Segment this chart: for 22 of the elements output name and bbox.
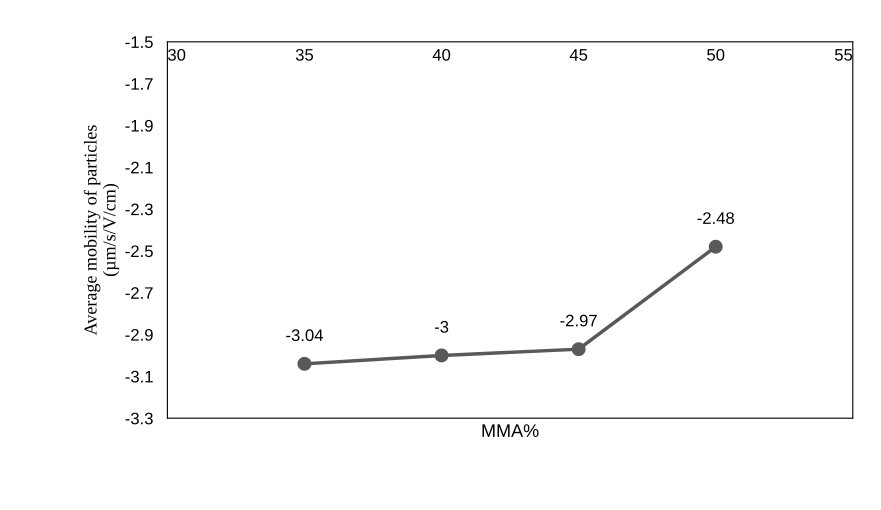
y-axis-title: Average mobility of particles (µm/s/V/cm) [84,125,120,336]
y-tick-label: -3.3 [126,412,153,424]
data-label: -2.48 [697,212,734,224]
x-tick-label: 55 [834,49,852,61]
x-axis-title: MMA% [482,424,539,437]
x-tick-label: 50 [707,48,724,61]
data-label: -3.04 [286,329,323,342]
y-tick-label: -2.5 [126,245,153,258]
y-tick-label: -2.1 [126,162,153,174]
y-tick-label: -1.5 [126,36,153,48]
y-tick-label: -3.1 [126,370,153,383]
x-tick-label: 45 [570,49,588,61]
data-label: -3 [434,320,448,333]
y-tick-label: -2.9 [126,328,153,341]
x-tick-label: 30 [168,48,186,61]
x-tick-label: 35 [296,48,314,61]
y-tick-label: -2.3 [126,204,153,216]
x-tick-label: 40 [432,48,450,61]
y-tick-label: -1.7 [126,78,153,90]
y-tick-label: -1.9 [126,120,153,132]
data-label: -2.97 [560,314,597,326]
y-tick-label: -2.7 [126,287,153,299]
